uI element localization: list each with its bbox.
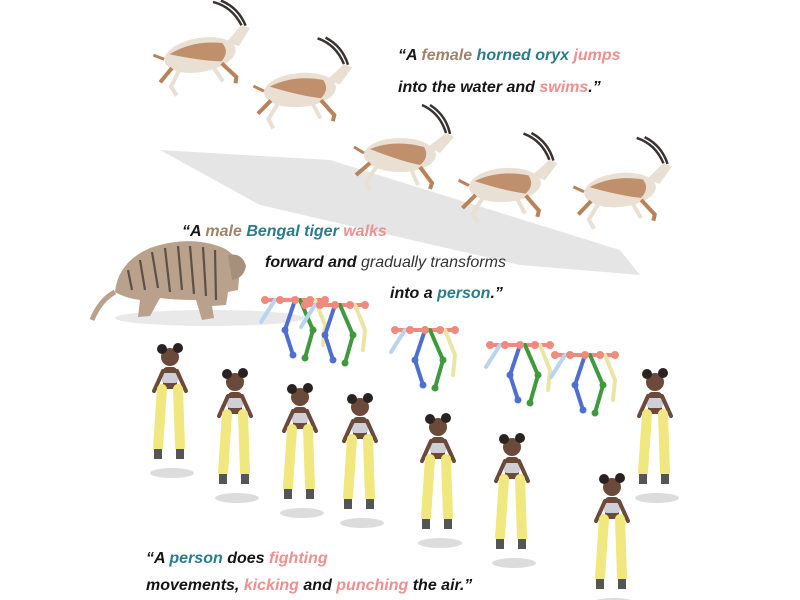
caption-oryx-line-2: into the water and swims.” bbox=[398, 78, 601, 98]
person-figure bbox=[594, 473, 632, 600]
person-figure bbox=[492, 433, 536, 568]
skeleton-figure bbox=[389, 326, 459, 392]
caption-word: into the water and bbox=[398, 79, 540, 96]
person-figure bbox=[418, 413, 462, 548]
caption-word: fighting bbox=[269, 550, 328, 567]
caption-word: gradually transforms bbox=[361, 254, 506, 271]
caption-word: female bbox=[421, 47, 477, 64]
person-figure bbox=[635, 368, 679, 503]
caption-word: into a bbox=[390, 285, 438, 302]
caption-word: Bengal tiger bbox=[246, 223, 344, 240]
caption-word: does bbox=[227, 550, 269, 567]
caption-word: forward and bbox=[265, 254, 362, 271]
skeleton-figure bbox=[259, 296, 329, 362]
oryx-figure bbox=[457, 131, 558, 224]
caption-word: .” bbox=[588, 79, 601, 96]
oryx-figure bbox=[152, 0, 251, 97]
caption-word: swims bbox=[539, 79, 589, 96]
caption-word: kicking bbox=[243, 577, 304, 594]
caption-word: “A bbox=[182, 223, 206, 240]
caption-word: punching bbox=[336, 577, 413, 594]
caption-word: jumps bbox=[573, 47, 621, 64]
person-figure bbox=[280, 383, 324, 518]
caption-word: and bbox=[303, 577, 337, 594]
skeleton-figure bbox=[484, 341, 554, 407]
oryx-figure bbox=[252, 36, 353, 130]
person-figure bbox=[215, 368, 259, 503]
caption-person-line-2: movements, kicking and punching the air.… bbox=[146, 576, 472, 596]
skeleton-sequence bbox=[259, 296, 619, 417]
oryx-figure bbox=[353, 103, 454, 192]
oryx-sequence bbox=[152, 0, 672, 230]
caption-tiger-line-2: forward and gradually transforms bbox=[265, 253, 506, 273]
person-figure bbox=[340, 393, 384, 528]
caption-person-line-1: “A person does fighting bbox=[146, 549, 328, 569]
caption-word: male bbox=[205, 223, 247, 240]
tiger bbox=[89, 241, 246, 321]
person-sequence bbox=[150, 343, 679, 600]
person-figure bbox=[150, 343, 194, 478]
caption-word: walks bbox=[343, 223, 387, 240]
caption-word: horned oryx bbox=[476, 47, 574, 64]
skeleton-figure bbox=[299, 301, 369, 367]
caption-word: the air.” bbox=[412, 577, 473, 594]
caption-word: “A bbox=[398, 47, 422, 64]
caption-word: person bbox=[169, 550, 228, 567]
caption-word: “A bbox=[146, 550, 170, 567]
caption-oryx-line-1: “A female horned oryx jumps bbox=[398, 46, 621, 66]
caption-word: .” bbox=[490, 285, 503, 302]
caption-word: person bbox=[437, 285, 491, 302]
skeleton-figure bbox=[549, 351, 619, 417]
caption-word: movements, bbox=[146, 577, 244, 594]
caption-tiger-line-3: into a person.” bbox=[390, 284, 503, 304]
oryx-figure bbox=[572, 136, 672, 230]
caption-tiger-line-1: “A male Bengal tiger walks bbox=[182, 222, 387, 242]
